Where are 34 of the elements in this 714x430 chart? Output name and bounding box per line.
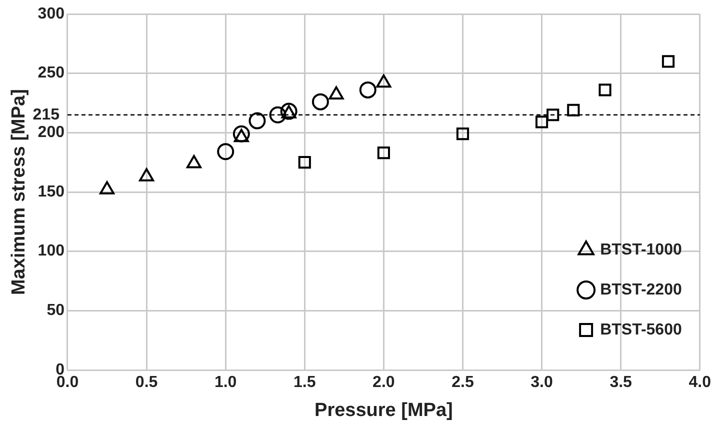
point — [312, 93, 329, 110]
y-tick-label: 300 — [38, 5, 65, 22]
y-tick-label: 50 — [46, 302, 65, 320]
point — [377, 146, 390, 160]
point — [546, 108, 560, 122]
y-tick-label: 100 — [38, 242, 65, 260]
point — [535, 116, 548, 128]
x-axis-title: Pressure [MPa] — [314, 400, 453, 421]
point — [456, 128, 470, 140]
y-tick-label: 150 — [38, 183, 65, 200]
point — [269, 106, 286, 124]
legend-label: BTST-1000 — [600, 241, 682, 258]
point — [662, 55, 675, 68]
point — [248, 112, 266, 130]
y-axis-title: Maximum stress [MPa] — [8, 89, 30, 295]
legend-label: BTST-5600 — [600, 321, 682, 338]
x-tick-label: 0.5 — [135, 374, 158, 392]
point — [598, 84, 612, 96]
x-tick-label: 3.5 — [610, 374, 632, 392]
y-tick-label: 200 — [38, 124, 65, 142]
x-tick-label: 2.5 — [452, 374, 474, 392]
x-tick-label: 3.0 — [530, 374, 553, 392]
x-tick-label: 4.0 — [688, 374, 712, 392]
legend-label: BTST-2200 — [600, 281, 682, 298]
point — [298, 156, 311, 169]
x-tick-label: 1.5 — [294, 374, 316, 392]
ref-line-label: 215 — [32, 106, 60, 124]
x-tick-label: 1.0 — [214, 374, 237, 392]
point — [217, 143, 234, 160]
point — [232, 125, 250, 142]
y-tick-label: 250 — [38, 64, 65, 82]
point — [567, 104, 580, 116]
x-tick-label: 2.0 — [372, 374, 395, 392]
point — [359, 81, 376, 98]
